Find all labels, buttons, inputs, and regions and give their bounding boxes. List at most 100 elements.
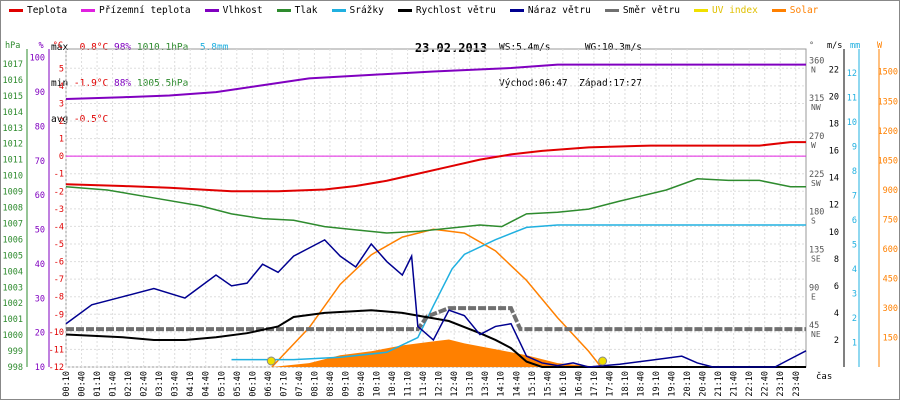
x-tick: 01:40 — [109, 371, 119, 397]
hpa-tick: 1011 — [3, 156, 23, 166]
mm-tick: 3 — [852, 290, 857, 300]
stats-min-press: 1005.5hPa — [136, 78, 189, 89]
stats-avg-label: avg — [51, 114, 69, 125]
dir-tick: N — [811, 65, 816, 74]
x-tick: 07:10 — [279, 371, 289, 397]
mm-tick: 11 — [847, 94, 857, 104]
w-tick: 1050 — [878, 156, 898, 166]
celsius-tick: -9 — [54, 310, 64, 320]
w-tick: 600 — [883, 245, 898, 255]
stats-avg-row: avg -0.5°C — [51, 114, 228, 126]
x-tick: 10:10 — [373, 371, 383, 397]
x-tick: 12:40 — [450, 371, 460, 397]
hpa-tick: 1001 — [3, 315, 23, 325]
dir-tick: NE — [811, 330, 821, 339]
x-tick: 07:40 — [295, 371, 305, 397]
x-tick: 09:10 — [341, 371, 351, 397]
legend-item: Směr větru — [604, 3, 680, 17]
wind-row: WS:5.4m/s WG:10.3m/s — [499, 42, 642, 54]
hpa-tick: 1010 — [3, 172, 23, 182]
ms-tick: 18 — [829, 120, 839, 130]
x-tick: 03:10 — [155, 371, 165, 397]
x-tick: 22:40 — [761, 371, 771, 397]
hpa-tick: 1017 — [3, 60, 23, 70]
x-tick: 12:10 — [435, 371, 445, 397]
x-tick: 23:40 — [792, 371, 802, 397]
legend-item: Rychlost větru — [397, 3, 496, 17]
stats-min-temp: -1.9°C — [73, 78, 109, 89]
x-axis-title: čas — [816, 371, 832, 382]
mm-tick: 10 — [847, 118, 857, 128]
legend-swatch — [276, 8, 291, 12]
deg-tick: 360 — [809, 56, 824, 66]
legend-swatch — [81, 8, 96, 12]
celsius-tick: -2 — [54, 187, 64, 197]
x-tick: 03:40 — [171, 371, 181, 397]
legend-label: Přízemní teplota — [99, 4, 191, 16]
legend-swatch — [9, 8, 23, 12]
x-tick: 06:40 — [264, 371, 274, 397]
hpa-tick: 1008 — [3, 204, 23, 214]
x-tick: 04:10 — [186, 371, 196, 397]
legend-item: Přízemní teplota — [81, 3, 191, 17]
deg-axis-title: ° — [809, 41, 814, 51]
stat-sunrise: Východ:06:47 — [499, 78, 568, 89]
x-tick: 00:40 — [78, 371, 88, 397]
mm-tick: 7 — [852, 192, 857, 202]
w-tick: 300 — [883, 304, 898, 314]
chart-title: 23.02.2013 — [415, 41, 487, 55]
celsius-tick: 4 — [59, 82, 64, 92]
deg-tick: 270 — [809, 132, 824, 142]
ms-tick: 22 — [829, 66, 839, 76]
stats-min-hum: 88% — [113, 78, 132, 89]
celsius-tick: -6 — [54, 258, 64, 268]
w-tick: 1200 — [878, 127, 898, 137]
x-tick: 13:40 — [481, 371, 491, 397]
w-tick: 450 — [883, 274, 898, 284]
hpa-tick: 1014 — [3, 108, 23, 118]
ms-tick: 10 — [829, 228, 839, 238]
ms-tick: 12 — [829, 201, 839, 211]
w-tick: 150 — [883, 333, 898, 343]
deg-tick: 90 — [809, 283, 819, 293]
legend-label: Vlhkost — [222, 4, 263, 16]
sm-r-v-tru-line — [66, 306, 806, 332]
celsius-tick: -11 — [49, 345, 64, 355]
teplota-line — [65, 141, 806, 193]
deg-tick: 135 — [809, 246, 824, 256]
solar-area — [271, 339, 602, 367]
mm-tick: 12 — [847, 69, 857, 79]
stats-max-row: max 0.8°C 98% 1010.1hPa 5.8mm — [51, 42, 228, 54]
legend-label: Teplota — [27, 4, 68, 16]
legend-item: Srážky — [331, 3, 384, 17]
deg-tick: 225 — [809, 170, 824, 180]
hpa-tick: 998 — [8, 363, 23, 373]
celsius-tick: -1 — [54, 170, 64, 180]
celsius-tick: 5 — [59, 64, 64, 74]
x-tick: 21:10 — [714, 371, 724, 397]
w-tick: 900 — [883, 186, 898, 196]
mm-tick: 9 — [852, 143, 857, 153]
x-tick: 10:40 — [388, 371, 398, 397]
dir-tick: E — [811, 292, 816, 301]
stats-min-row: min -1.9°C 88% 1005.5hPa — [51, 78, 228, 90]
hpa-tick: 1016 — [3, 76, 23, 86]
x-tick: 14:40 — [512, 371, 522, 397]
pct-tick: 70 — [35, 157, 45, 167]
hpa-tick: 1004 — [3, 267, 23, 277]
hpa-tick: 1009 — [3, 188, 23, 198]
legend-swatch — [204, 8, 219, 12]
pct-tick: 60 — [35, 191, 45, 201]
x-tick: 19:40 — [668, 371, 678, 397]
wind-sun-block: WS:5.4m/s WG:10.3m/s Východ:06:47 Západ:… — [499, 18, 642, 114]
n-raz-v-tru-line — [65, 238, 807, 368]
legend-label: Tlak — [294, 4, 318, 16]
x-tick: 16:40 — [574, 371, 584, 397]
stats-max-press: 1010.1hPa — [136, 42, 189, 53]
pct-tick: 90 — [35, 88, 45, 98]
hpa-tick: 1003 — [3, 283, 23, 293]
stat-ws: WS:5.4m/s — [499, 42, 551, 53]
stats-max-label: max — [51, 42, 69, 53]
dir-tick: S — [811, 217, 816, 226]
x-tick: 11:40 — [419, 371, 429, 397]
